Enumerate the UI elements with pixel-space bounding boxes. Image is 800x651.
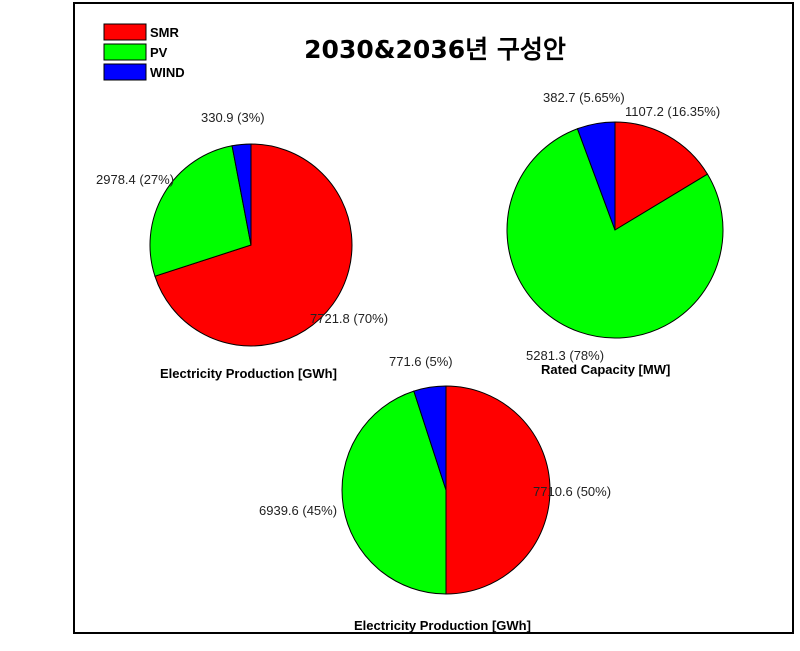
slice-label-3-pv: 6939.6 (45%) [259, 503, 337, 518]
slice-label-1-wind: 330.9 (3%) [201, 110, 265, 125]
legend-label-pv: PV [150, 45, 168, 60]
slice-label-2-wind: 382.7 (5.65%) [543, 90, 625, 105]
pie-caption-2: Rated Capacity [MW] [541, 362, 670, 377]
pie-slice-3-pv [341, 390, 447, 595]
pie-caption-1: Electricity Production [GWh] [160, 366, 337, 381]
slice-label-3-smr: 7710.6 (50%) [533, 484, 611, 499]
pie-slice-1-wind [231, 143, 252, 246]
legend-swatch-smr [103, 23, 147, 41]
pie-slice-3-wind [413, 385, 447, 491]
pie-caption-3: Electricity Production [GWh] [354, 618, 531, 633]
legend-label-smr: SMR [150, 25, 180, 40]
pie-slice-1-pv [149, 145, 252, 277]
pie-rated-capacity [506, 121, 724, 339]
slice-label-2-pv: 5281.3 (78%) [526, 348, 604, 363]
legend-swatch-wind [103, 63, 147, 81]
legend: SMR PV WIND [103, 23, 185, 81]
slice-label-3-wind: 771.6 (5%) [389, 354, 453, 369]
slice-label-1-smr: 7721.8 (70%) [310, 311, 388, 326]
slice-label-2-smr: 1107.2 (16.35%) [625, 104, 720, 119]
pie-slice-1-smr [154, 143, 353, 347]
pie-slice-2-smr [614, 121, 709, 231]
pie-slice-2-wind [576, 121, 616, 231]
pie-slice-3-smr [445, 385, 551, 595]
pie-slice-2-pv [506, 128, 724, 339]
pie-electricity-production-2 [341, 385, 551, 595]
legend-swatch-pv [103, 43, 147, 61]
slice-label-1-pv: 2978.4 (27%) [96, 172, 174, 187]
chart-frame [73, 2, 794, 634]
legend-label-wind: WIND [150, 65, 185, 80]
pie-electricity-production-1 [149, 143, 353, 347]
chart-title: 2030&2036년 구성안 [304, 35, 566, 64]
